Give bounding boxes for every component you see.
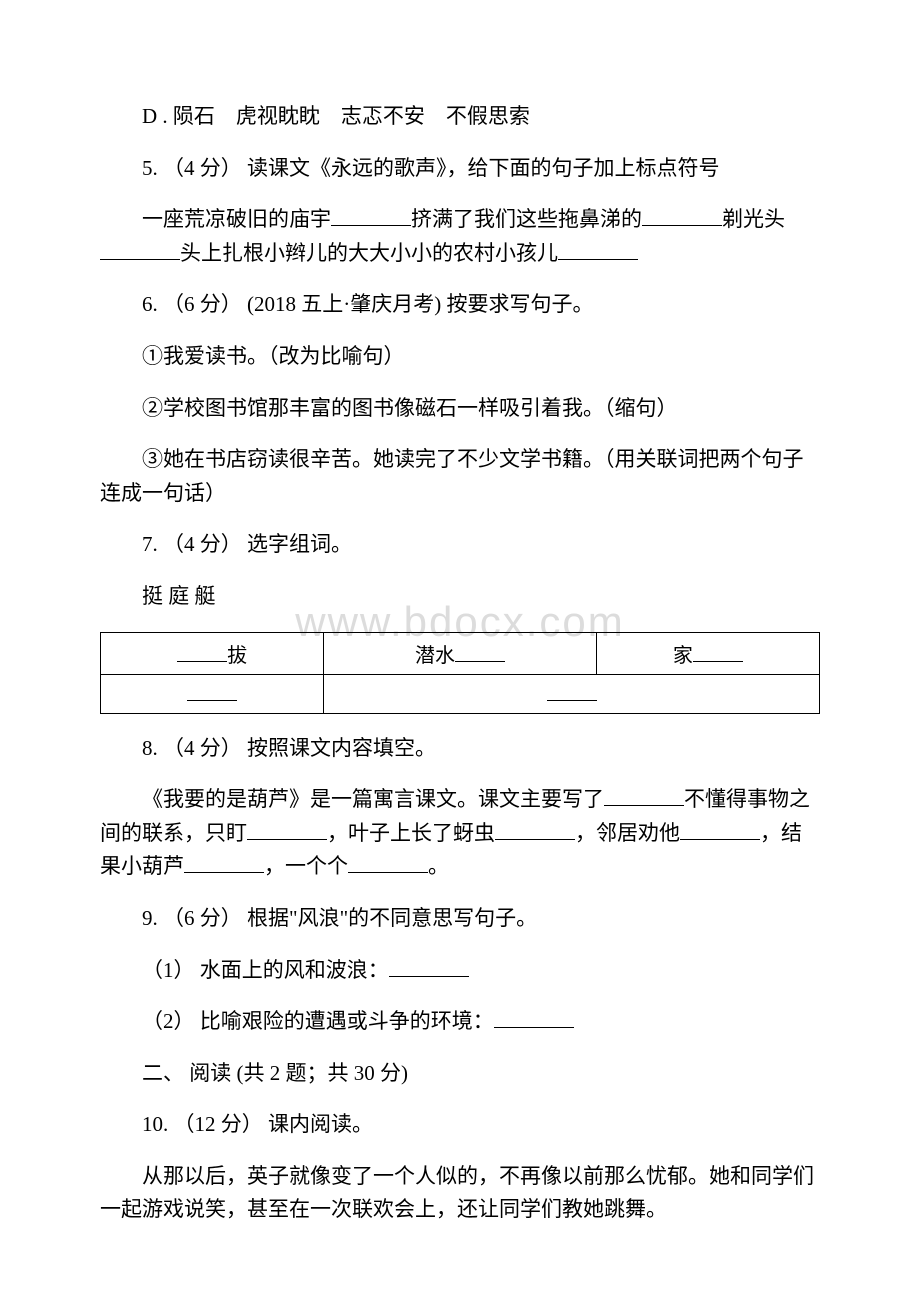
table-cell: 拔 [101,632,324,674]
q5-part-2: 剃光头 [722,207,785,231]
cell-text: 家 [673,645,693,667]
cell-text: 潜水 [415,645,455,667]
blank [389,956,469,977]
q5-part-3: 头上扎根小辫儿的大大小小的农村小孩儿 [180,241,558,265]
blank [604,785,684,806]
blank [247,819,327,840]
q10-prompt: 10. （12 分） 课内阅读。 [100,1108,820,1142]
q6-item3: ③她在书店窃读很辛苦。她读完了不少文学书籍。（用关联词把两个句子连成一句话） [100,443,820,510]
q4-option-d: D . 陨石 虎视眈眈 志忑不安 不假思索 [100,100,820,134]
q5-part-1: 挤满了我们这些拖鼻涕的 [411,207,642,231]
table-row [101,674,820,713]
blank [177,642,227,662]
blank [693,642,743,662]
q7-chars: 挺 庭 艇 [100,580,820,614]
blank [100,239,180,260]
table-cell [101,674,324,713]
q6-item2: ②学校图书馆那丰富的图书像磁石一样吸引着我。（缩句） [100,392,820,426]
q8-prompt: 8. （4 分） 按照课文内容填空。 [100,732,820,766]
table-row: 拔 潜水 家 [101,632,820,674]
table-cell [324,674,820,713]
q5-text: 一座荒凉破旧的庙宇 挤满了我们这些拖鼻涕的 剃光头头上扎根小辫儿的大大小小的农村小孩… [100,203,820,270]
q8-text: 《我要的是葫芦》是一篇寓言课文。课文主要写了不懂得事物之间的联系，只盯，叶子上长… [100,783,820,884]
q9-item1-text: （1） 水面上的风和波浪： [142,958,389,982]
blank [495,819,575,840]
table-cell: 潜水 [324,632,596,674]
blank [187,681,237,701]
q9-item1: （1） 水面上的风和波浪： [100,954,820,988]
blank [558,239,638,260]
q7-prompt: 7. （4 分） 选字组词。 [100,528,820,562]
q5-prompt: 5. （4 分） 读课文《永远的歌声》，给下面的句子加上标点符号 [100,152,820,186]
q6-item1: ①我爱读书。（改为比喻句） [100,340,820,374]
blank [331,205,411,226]
blank [494,1007,574,1028]
blank [455,642,505,662]
q8-part-0: 《我要的是葫芦》是一篇寓言课文。课文主要写了 [142,787,604,811]
blank [642,205,722,226]
table-cell: 家 [596,632,819,674]
blank [348,852,428,873]
blank [680,819,760,840]
q5-part-0: 一座荒凉破旧的庙宇 [142,207,331,231]
cell-text: 拔 [227,645,247,667]
document-content: D . 陨石 虎视眈眈 志忑不安 不假思索 5. （4 分） 读课文《永远的歌声… [100,100,820,1227]
q8-part-6: 。 [428,854,449,878]
q7-table: 拔 潜水 家 [100,632,820,714]
q8-part-2: ，叶子上长了蚜虫 [327,821,495,845]
q8-part-5: ，一个个 [264,854,348,878]
q6-prompt: 6. （6 分） (2018 五上·肇庆月考) 按要求写句子。 [100,288,820,322]
blank [547,681,597,701]
q9-item2: （2） 比喻艰险的遭遇或斗争的环境： [100,1005,820,1039]
q9-item2-text: （2） 比喻艰险的遭遇或斗争的环境： [142,1009,494,1033]
q8-part-3: ，邻居劝他 [575,821,680,845]
blank [184,852,264,873]
section2-heading: 二、 阅读 (共 2 题；共 30 分) [100,1057,820,1091]
q10-passage: 从那以后，英子就像变了一个人似的，不再像以前那么忧郁。她和同学们一起游戏说笑，甚… [100,1160,820,1227]
q9-prompt: 9. （6 分） 根据"风浪"的不同意思写句子。 [100,902,820,936]
